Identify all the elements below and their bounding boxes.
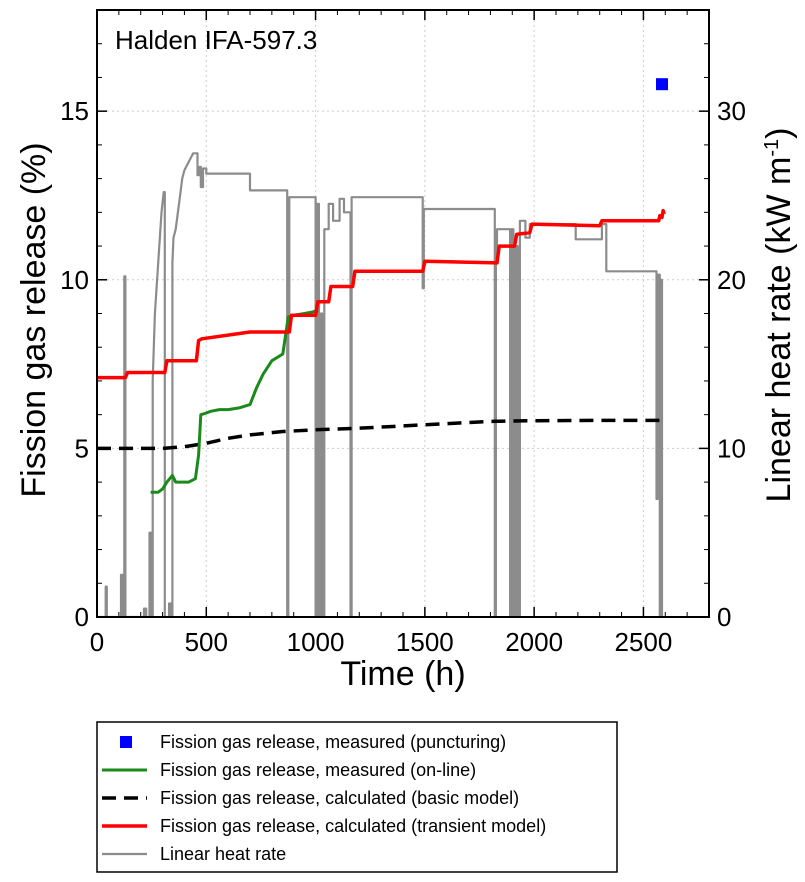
y-right-tick-label: 20 [717, 265, 746, 295]
legend-label-series-transient-model: Fission gas release, calculated (transie… [160, 816, 546, 836]
series-transient-model-line [97, 208, 666, 380]
series-measured-online-line [150, 308, 319, 494]
x-tick-label: 2500 [615, 627, 673, 657]
y-right-axis-title-sup: -1 [761, 139, 783, 157]
y-tick-label: 5 [75, 433, 89, 463]
y-right-tick-label: 30 [717, 96, 746, 126]
y-right-tick-label: 10 [717, 433, 746, 463]
x-tick-label: 500 [185, 627, 228, 657]
marker-layer [656, 78, 669, 91]
y-right-tick-labels: 0 10 20 30 [717, 96, 746, 632]
legend-label-series-basic-model: Fission gas release, calculated (basic m… [160, 788, 519, 808]
legend-label-series-linear-heat-rate: Linear heat rate [160, 844, 286, 864]
data-point-series-measured-puncturing [656, 78, 669, 91]
x-tick-label: 1500 [396, 627, 454, 657]
series-layer [97, 152, 666, 617]
series-linear-heat-rate-line [97, 152, 666, 617]
legend-label-series-measured-puncturing: Fission gas release, measured (puncturin… [160, 732, 506, 752]
y-tick-label: 0 [75, 602, 89, 632]
legend-frame [96, 721, 618, 873]
y-tick-labels: 0 5 10 15 [60, 96, 89, 632]
grid [96, 10, 709, 618]
legend: Fission gas release, measured (puncturin… [96, 721, 618, 873]
x-tick-label: 1000 [287, 627, 345, 657]
axis-ticks [96, 10, 709, 618]
x-tick-labels: 0 500 1000 1500 2000 2500 [90, 627, 673, 657]
x-tick-label: 2000 [505, 627, 563, 657]
annotation-text: Halden IFA-597.3 [115, 25, 317, 55]
legend-swatch-series-measured-puncturing [120, 736, 132, 748]
y-tick-label: 10 [60, 265, 89, 295]
legend-items: Fission gas release, measured (puncturin… [102, 732, 546, 864]
legend-label-series-measured-online: Fission gas release, measured (on-line) [160, 760, 476, 780]
series-basic-model-line [97, 418, 666, 451]
y-right-axis-title-main: Linear heat rate (kW m [760, 157, 798, 503]
plot-frame [96, 9, 710, 618]
y-tick-label: 15 [60, 96, 89, 126]
x-tick-label: 0 [90, 627, 104, 657]
y-right-tick-label: 0 [717, 602, 731, 632]
y-right-axis-title-close: ) [760, 128, 798, 139]
y-right-axis-title: Linear heat rate (kW m-1) [760, 128, 798, 503]
y-axis-title: Fission gas release (%) [15, 142, 53, 497]
x-axis-title: Time (h) [340, 655, 465, 693]
